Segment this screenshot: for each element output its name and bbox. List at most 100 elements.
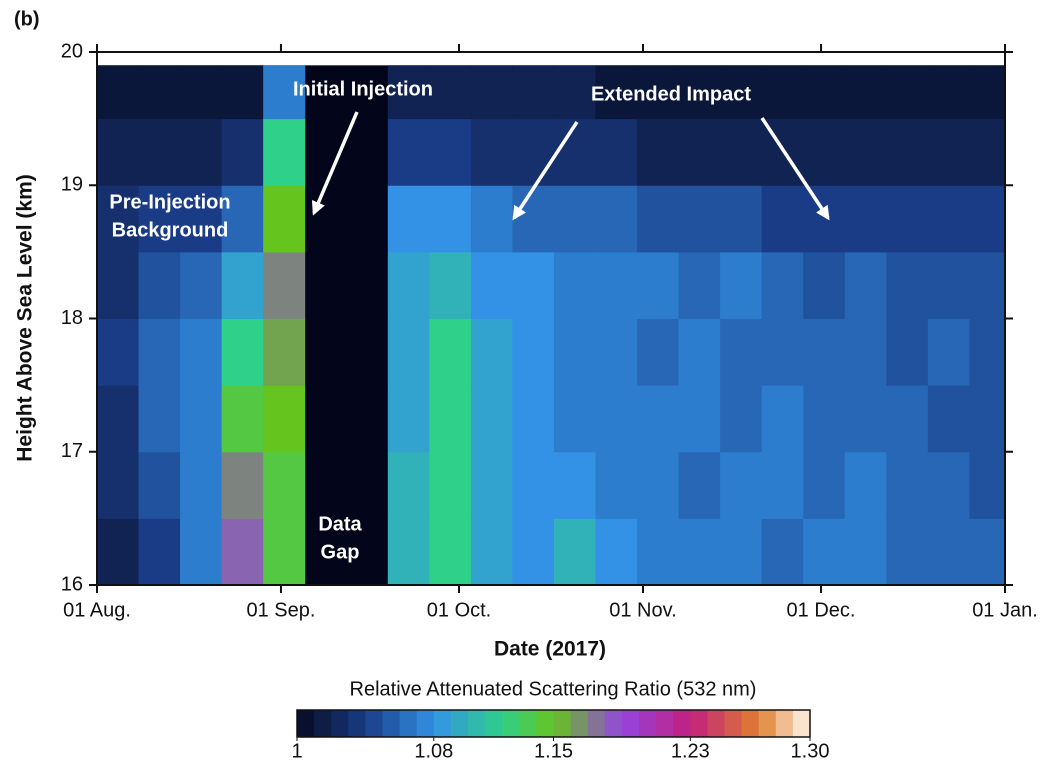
heatmap-cell — [679, 185, 721, 252]
heatmap-cell — [637, 119, 679, 186]
heatmap-cell — [180, 252, 222, 319]
heatmap-cell — [512, 252, 554, 319]
heatmap-cell — [928, 452, 970, 519]
heatmap-cell — [471, 385, 513, 452]
heatmap-cell — [720, 452, 762, 519]
colorbar-step — [297, 710, 315, 737]
heatmap-cell — [928, 252, 970, 319]
colorbar-step — [776, 710, 794, 737]
heatmap-cell — [928, 385, 970, 452]
y-tick-label: 17 — [61, 440, 83, 462]
heatmap-cell — [180, 65, 222, 119]
heatmap-cell — [845, 252, 887, 319]
heatmap-cell — [679, 518, 721, 585]
colorbar-step — [348, 710, 366, 737]
heatmap-cell — [596, 452, 638, 519]
heatmap-cell — [596, 319, 638, 386]
heatmap-cell — [845, 385, 887, 452]
heatmap-cell — [180, 518, 222, 585]
heatmap-cell — [512, 65, 554, 119]
heatmap-cell — [222, 319, 264, 386]
heatmap-cell — [263, 385, 305, 452]
colorbar-step — [656, 710, 674, 737]
heatmap-cell — [803, 119, 845, 186]
heatmap-cell — [139, 518, 181, 585]
heatmap-cell — [222, 252, 264, 319]
heatmap-cell — [429, 119, 471, 186]
colorbar-step — [502, 710, 520, 737]
heatmap-cell — [139, 119, 181, 186]
annotation: Initial Injection — [293, 78, 433, 100]
x-tick-label: 01 Aug. — [63, 599, 131, 621]
heatmap-cell — [97, 65, 139, 119]
x-tick-label: 01 Nov. — [609, 599, 676, 621]
heatmap-cell — [471, 518, 513, 585]
heatmap-cell — [180, 319, 222, 386]
heatmap-cell — [97, 252, 139, 319]
colorbar-step — [383, 710, 401, 737]
heatmap — [97, 65, 1006, 585]
heatmap-cell — [429, 319, 471, 386]
heatmap-cell — [139, 452, 181, 519]
heatmap-cell — [803, 252, 845, 319]
heatmap-cell — [263, 518, 305, 585]
colorbar-tick-label: 1.08 — [414, 740, 453, 762]
colorbar-step — [365, 710, 383, 737]
colorbar-step — [519, 710, 537, 737]
heatmap-cell — [679, 452, 721, 519]
heatmap-cell — [845, 65, 887, 119]
heatmap-cell — [471, 452, 513, 519]
annotation: Extended Impact — [591, 83, 751, 105]
colorbar-label: Relative Attenuated Scattering Ratio (53… — [350, 678, 757, 700]
y-tick-label: 16 — [61, 573, 83, 595]
colorbar-step — [417, 710, 435, 737]
heatmap-cell — [429, 385, 471, 452]
heatmap-cell — [928, 65, 970, 119]
heatmap-cell — [263, 119, 305, 186]
heatmap-cell — [762, 385, 804, 452]
heatmap-cell — [139, 252, 181, 319]
colorbar-step — [605, 710, 623, 737]
heatmap-cell — [388, 119, 430, 186]
colorbar-tick-label: 1.23 — [671, 740, 710, 762]
heatmap-cell — [803, 65, 845, 119]
heatmap-cell — [429, 452, 471, 519]
colorbar-step — [588, 710, 606, 737]
heatmap-cell — [928, 119, 970, 186]
heatmap-cell — [471, 319, 513, 386]
colorbar-step — [331, 710, 349, 737]
heatmap-cell — [512, 119, 554, 186]
heatmap-cell — [762, 185, 804, 252]
heatmap-cell — [97, 319, 139, 386]
heatmap-cell — [429, 65, 471, 119]
colorbar-step — [639, 710, 657, 737]
heatmap-cell — [969, 518, 1005, 585]
heatmap-cell — [679, 252, 721, 319]
heatmap-cell — [512, 452, 554, 519]
heatmap-cell — [388, 319, 430, 386]
heatmap-cell — [554, 319, 596, 386]
heatmap-cell — [637, 252, 679, 319]
heatmap-cell — [845, 452, 887, 519]
colorbar-step — [673, 710, 691, 737]
heatmap-cell — [596, 119, 638, 186]
colorbar-tick-label: 1.15 — [534, 740, 573, 762]
heatmap-cell — [720, 319, 762, 386]
heatmap-cell — [886, 518, 928, 585]
x-tick-label: 01 Jan. — [972, 599, 1038, 621]
heatmap-cell — [263, 185, 305, 252]
heatmap-cell — [803, 319, 845, 386]
annotation: Data — [318, 513, 362, 535]
heatmap-cell — [845, 119, 887, 186]
heatmap-cell — [928, 518, 970, 585]
heatmap-cell — [969, 185, 1005, 252]
heatmap-cell — [222, 119, 264, 186]
heatmap-cell — [512, 385, 554, 452]
heatmap-cell — [139, 319, 181, 386]
heatmap-cell — [637, 518, 679, 585]
heatmap-cell — [97, 518, 139, 585]
colorbar-step — [707, 710, 725, 737]
heatmap-cell — [679, 319, 721, 386]
heatmap-cell — [886, 119, 928, 186]
